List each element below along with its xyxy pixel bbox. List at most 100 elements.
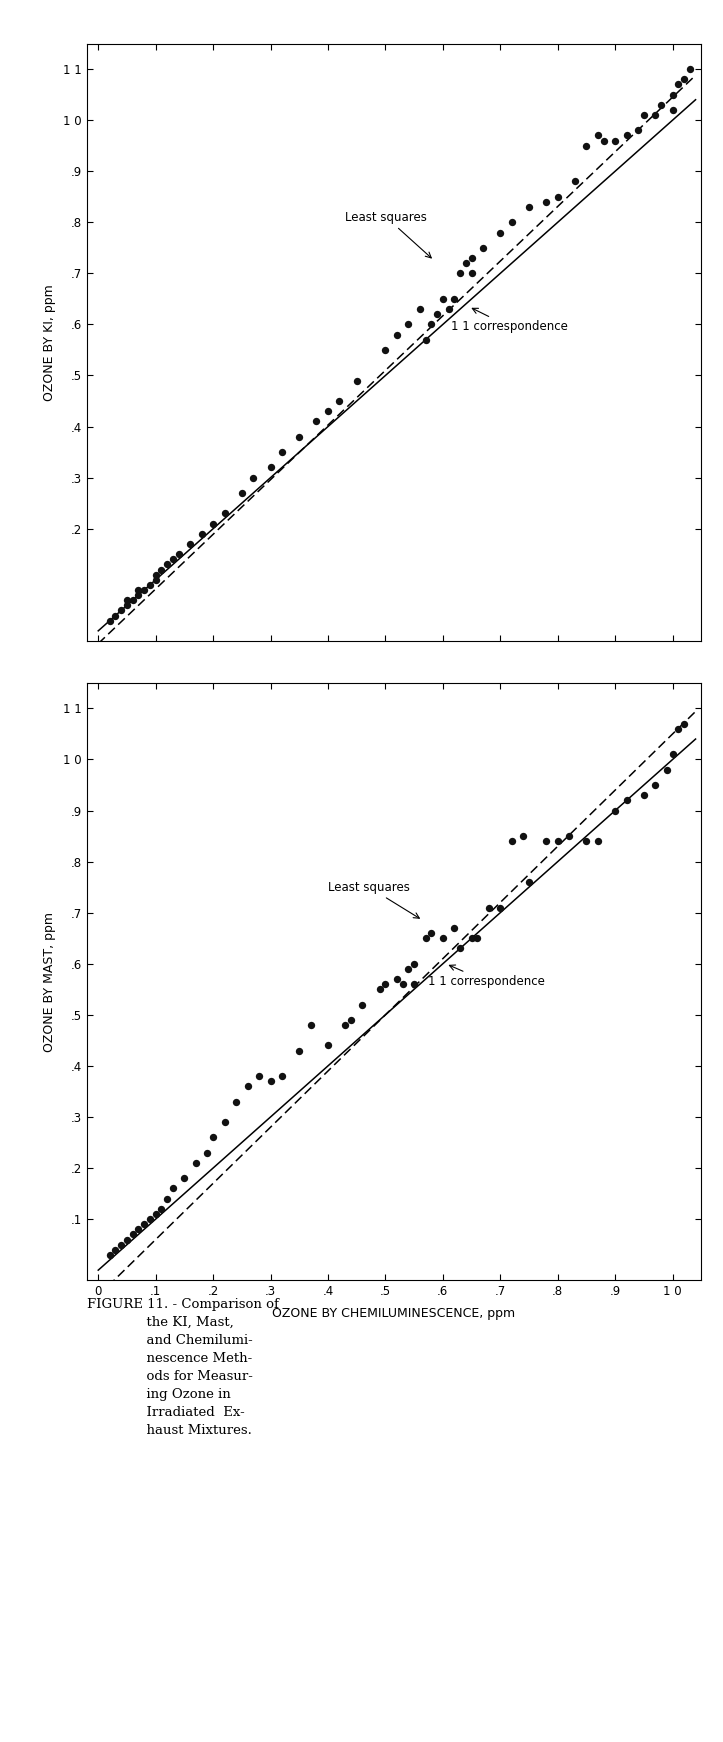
- Point: [552, 183, 563, 211]
- Point: [236, 479, 247, 507]
- Point: [265, 1068, 276, 1096]
- Point: [667, 80, 678, 108]
- Point: [397, 970, 408, 998]
- Point: [621, 122, 633, 150]
- Point: [391, 321, 403, 348]
- Text: 1 1 correspondence: 1 1 correspondence: [429, 965, 545, 988]
- Point: [322, 1031, 334, 1059]
- Point: [638, 101, 650, 129]
- Point: [155, 1195, 167, 1223]
- Point: [523, 868, 535, 895]
- Point: [334, 387, 346, 415]
- Point: [339, 1010, 351, 1038]
- Point: [592, 122, 604, 150]
- Point: [432, 300, 443, 327]
- Point: [380, 970, 391, 998]
- Point: [541, 827, 552, 855]
- Point: [276, 1063, 288, 1090]
- Point: [649, 772, 661, 800]
- Point: [667, 96, 678, 124]
- Point: [208, 510, 219, 538]
- Point: [466, 925, 477, 953]
- Point: [121, 1226, 133, 1254]
- Point: [506, 209, 518, 237]
- Point: [345, 1005, 356, 1033]
- Point: [672, 714, 684, 742]
- Point: [351, 366, 362, 394]
- Point: [426, 920, 437, 948]
- Point: [541, 188, 552, 216]
- Point: [167, 545, 179, 573]
- Point: [655, 91, 667, 118]
- Y-axis label: OZONE BY MAST, ppm: OZONE BY MAST, ppm: [43, 911, 56, 1052]
- Point: [144, 1205, 155, 1233]
- Point: [621, 786, 633, 814]
- Point: [110, 601, 121, 629]
- Point: [150, 566, 161, 594]
- Point: [241, 1073, 253, 1101]
- Point: [609, 796, 621, 824]
- Point: [305, 1010, 317, 1038]
- Point: [609, 127, 621, 155]
- Point: [294, 1036, 305, 1064]
- Point: [374, 976, 385, 1003]
- Point: [116, 1230, 127, 1258]
- Text: FIGURE 11. - Comparison of
              the KI, Mast,
              and Chemilu: FIGURE 11. - Comparison of the KI, Mast,…: [87, 1298, 278, 1437]
- Point: [466, 260, 477, 287]
- Point: [311, 408, 322, 436]
- Point: [150, 1200, 161, 1228]
- Y-axis label: OZONE BY KI, ppm: OZONE BY KI, ppm: [43, 284, 56, 401]
- Point: [506, 827, 518, 855]
- Point: [483, 894, 495, 922]
- Point: [219, 500, 231, 528]
- Point: [495, 218, 506, 246]
- Point: [633, 117, 644, 145]
- Point: [380, 336, 391, 364]
- Point: [661, 756, 672, 784]
- Point: [144, 571, 155, 599]
- Point: [495, 894, 506, 922]
- Point: [173, 540, 184, 568]
- Point: [581, 132, 592, 160]
- Point: [678, 709, 690, 737]
- Point: [563, 822, 575, 850]
- Point: [518, 822, 529, 850]
- Point: [116, 596, 127, 624]
- Point: [420, 326, 432, 354]
- Point: [121, 591, 133, 618]
- Point: [184, 530, 196, 557]
- Point: [208, 1124, 219, 1151]
- Point: [552, 827, 563, 855]
- Point: [322, 397, 334, 425]
- Point: [523, 193, 535, 221]
- Point: [460, 249, 471, 277]
- Point: [150, 561, 161, 589]
- Point: [231, 1087, 242, 1115]
- Point: [132, 1216, 144, 1244]
- Point: [448, 915, 460, 942]
- Point: [161, 1185, 173, 1212]
- Point: [132, 582, 144, 610]
- Point: [477, 233, 489, 261]
- Point: [138, 1211, 150, 1239]
- Point: [190, 1150, 202, 1178]
- Text: Least squares: Least squares: [345, 211, 431, 258]
- Point: [437, 286, 449, 314]
- Point: [454, 260, 466, 287]
- Point: [592, 827, 604, 855]
- Point: [294, 423, 305, 451]
- Point: [471, 925, 483, 953]
- Point: [356, 991, 368, 1019]
- Point: [638, 780, 650, 808]
- Point: [466, 244, 477, 272]
- Point: [202, 1139, 213, 1167]
- Text: 1 1 correspondence: 1 1 correspondence: [451, 308, 568, 333]
- Point: [247, 463, 259, 491]
- Point: [276, 439, 288, 467]
- Point: [454, 934, 466, 962]
- X-axis label: OZONE BY CHEMILUMINESCENCE, ppm: OZONE BY CHEMILUMINESCENCE, ppm: [273, 1306, 515, 1319]
- Point: [265, 453, 276, 481]
- Point: [104, 606, 116, 634]
- Point: [167, 1174, 179, 1202]
- Point: [667, 740, 678, 768]
